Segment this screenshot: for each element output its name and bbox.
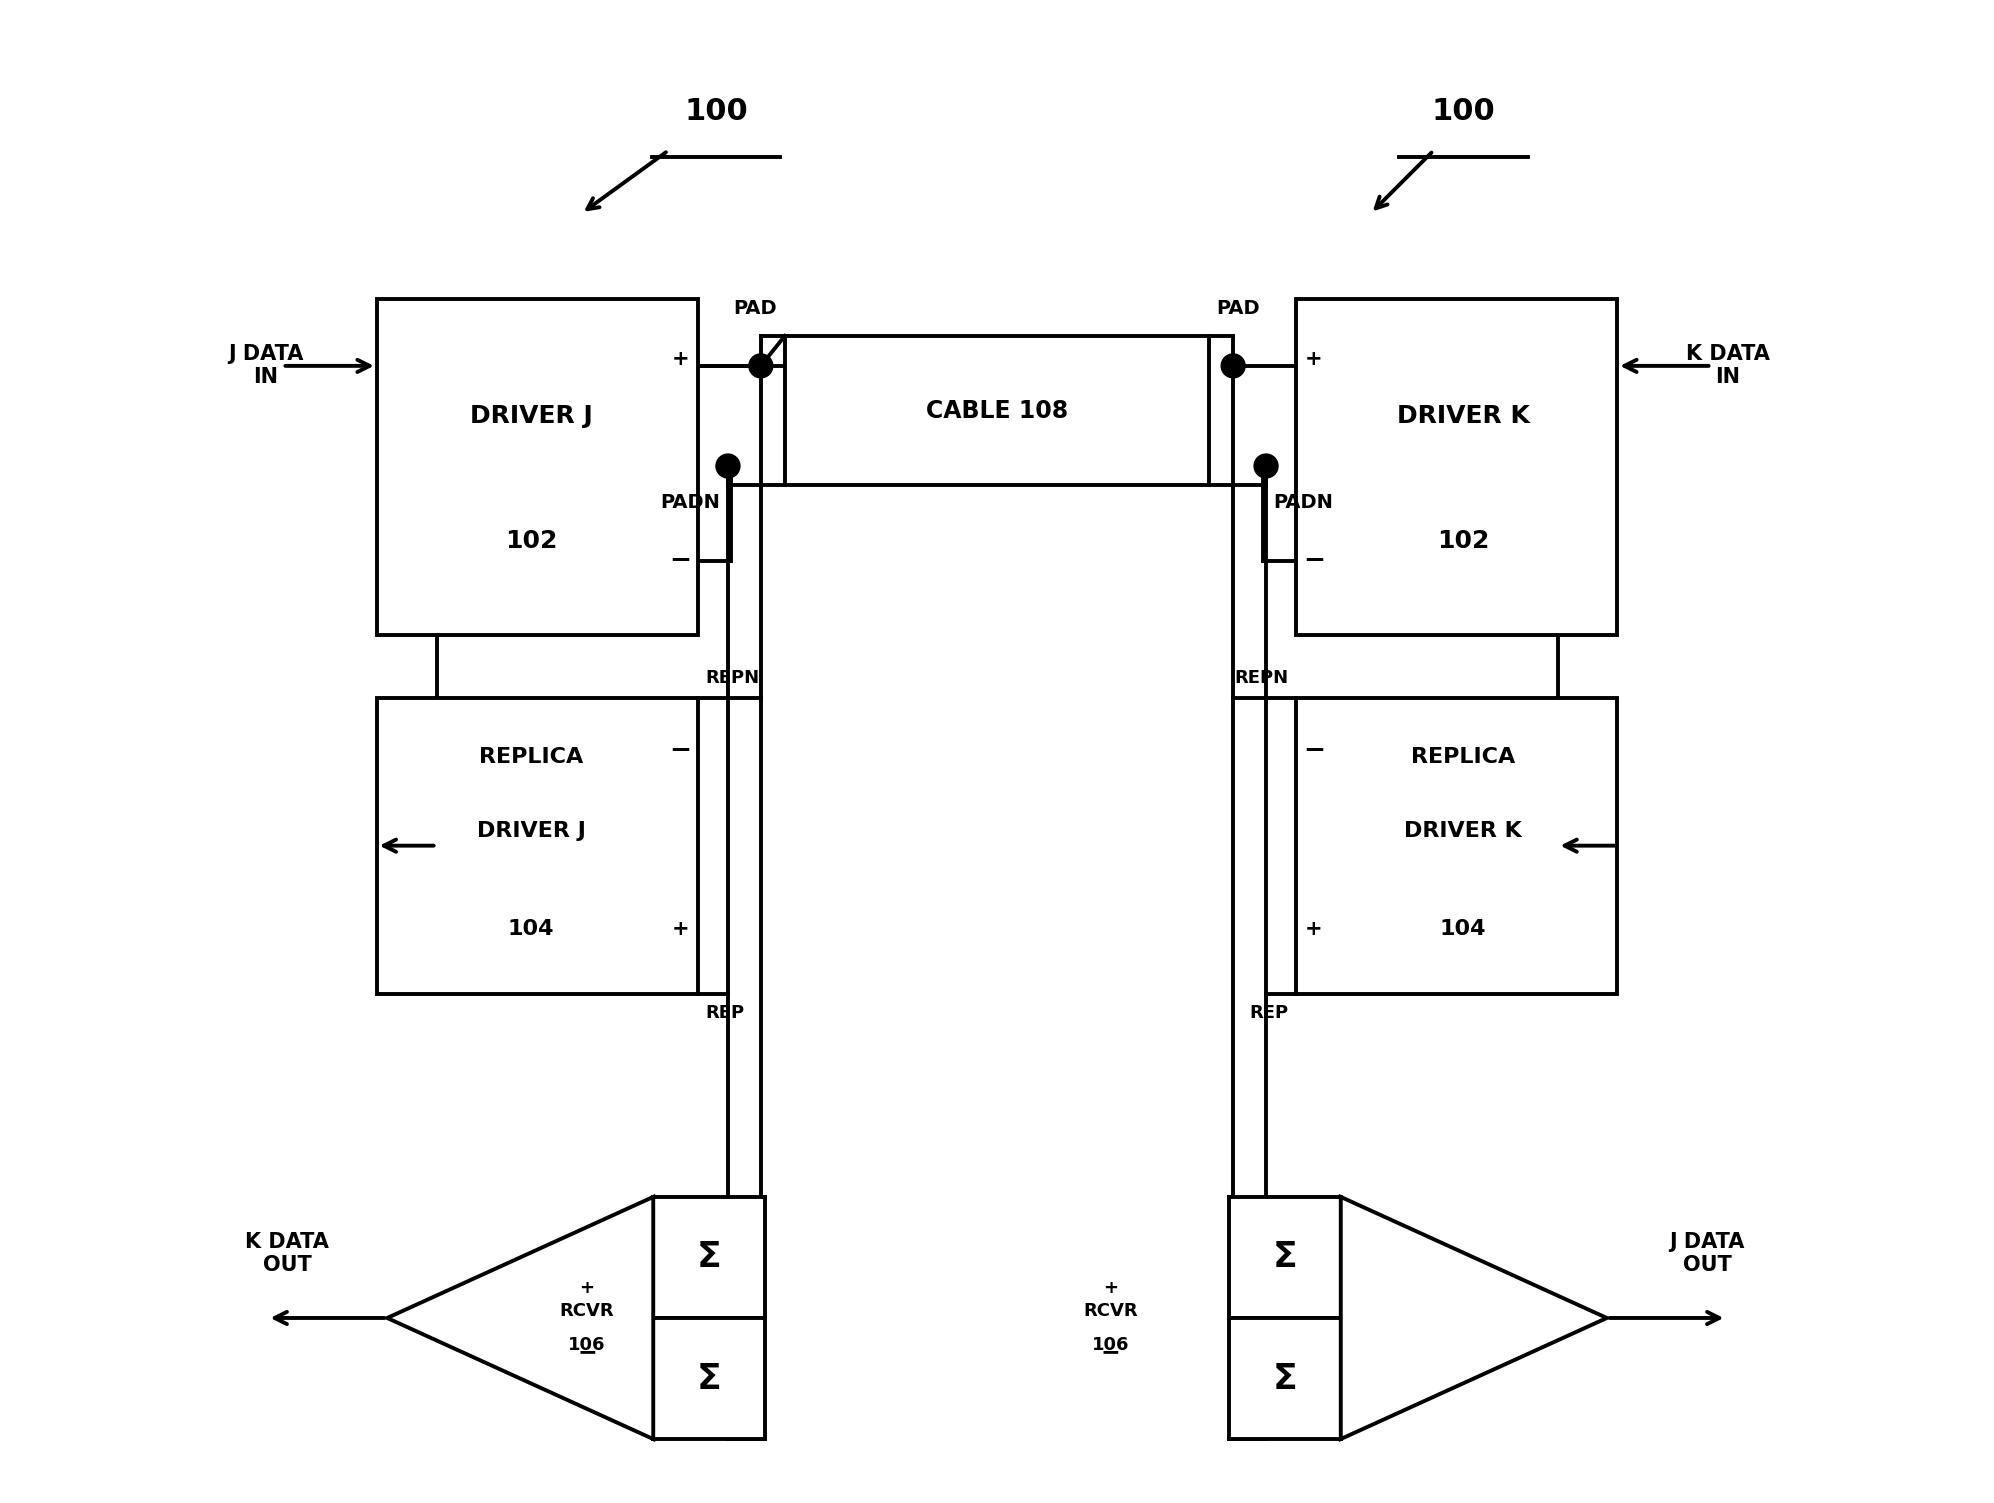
Text: PAD: PAD bbox=[1216, 299, 1260, 319]
Text: REPLICA: REPLICA bbox=[1412, 747, 1515, 767]
Bar bbox=[1228, 1196, 1340, 1318]
Text: −: − bbox=[1302, 738, 1324, 764]
Text: CABLE 108: CABLE 108 bbox=[925, 398, 1069, 422]
Text: DRIVER J: DRIVER J bbox=[477, 821, 586, 840]
Text: +: + bbox=[1304, 349, 1322, 370]
Text: RCVR: RCVR bbox=[1083, 1302, 1139, 1320]
Text: 100: 100 bbox=[684, 98, 748, 126]
Text: REPN: REPN bbox=[706, 669, 760, 687]
Text: J DATA
IN: J DATA IN bbox=[229, 344, 303, 388]
Circle shape bbox=[1254, 454, 1278, 478]
Polygon shape bbox=[387, 1196, 654, 1438]
Text: 106: 106 bbox=[568, 1336, 606, 1354]
Text: PADN: PADN bbox=[1274, 493, 1334, 513]
Text: 102: 102 bbox=[1438, 529, 1490, 553]
Text: PADN: PADN bbox=[660, 493, 720, 513]
Text: 102: 102 bbox=[504, 529, 556, 553]
Text: +: + bbox=[672, 918, 690, 938]
Text: −: − bbox=[670, 738, 692, 764]
Bar bbox=[377, 697, 698, 993]
Text: DRIVER K: DRIVER K bbox=[1404, 821, 1521, 840]
Text: Σ: Σ bbox=[1272, 1240, 1298, 1275]
Text: Σ: Σ bbox=[696, 1362, 722, 1395]
Text: +: + bbox=[1103, 1279, 1119, 1297]
Circle shape bbox=[750, 353, 774, 377]
Bar bbox=[377, 299, 698, 634]
Text: REP: REP bbox=[706, 1004, 744, 1022]
Text: +: + bbox=[672, 349, 690, 370]
Bar bbox=[1296, 299, 1617, 634]
Text: 106: 106 bbox=[1093, 1336, 1129, 1354]
Text: REPLICA: REPLICA bbox=[479, 747, 582, 767]
Text: K DATA
OUT: K DATA OUT bbox=[245, 1232, 329, 1276]
Circle shape bbox=[1220, 353, 1244, 377]
Text: −: − bbox=[1302, 549, 1324, 574]
Text: RCVR: RCVR bbox=[560, 1302, 614, 1320]
Bar bbox=[654, 1318, 766, 1438]
Text: K DATA
IN: K DATA IN bbox=[1687, 344, 1771, 388]
Text: 104: 104 bbox=[1440, 918, 1486, 938]
Text: Σ: Σ bbox=[696, 1240, 722, 1275]
Text: 104: 104 bbox=[508, 918, 554, 938]
Bar bbox=[654, 1196, 766, 1318]
Bar bbox=[786, 337, 1208, 485]
Text: J DATA
OUT: J DATA OUT bbox=[1669, 1232, 1745, 1276]
Text: −: − bbox=[576, 1341, 596, 1365]
Circle shape bbox=[716, 454, 740, 478]
Text: −: − bbox=[1101, 1341, 1121, 1365]
Text: +: + bbox=[1304, 918, 1322, 938]
Text: PAD: PAD bbox=[734, 299, 778, 319]
Text: DRIVER J: DRIVER J bbox=[471, 404, 592, 428]
Text: −: − bbox=[670, 549, 692, 574]
Text: REPN: REPN bbox=[1234, 669, 1288, 687]
Bar bbox=[1228, 1318, 1340, 1438]
Text: DRIVER K: DRIVER K bbox=[1396, 404, 1529, 428]
Text: Σ: Σ bbox=[1272, 1362, 1298, 1395]
Polygon shape bbox=[1340, 1196, 1607, 1438]
Text: 100: 100 bbox=[1432, 98, 1496, 126]
Bar bbox=[1296, 697, 1617, 993]
Text: +: + bbox=[580, 1279, 594, 1297]
Text: REP: REP bbox=[1250, 1004, 1288, 1022]
